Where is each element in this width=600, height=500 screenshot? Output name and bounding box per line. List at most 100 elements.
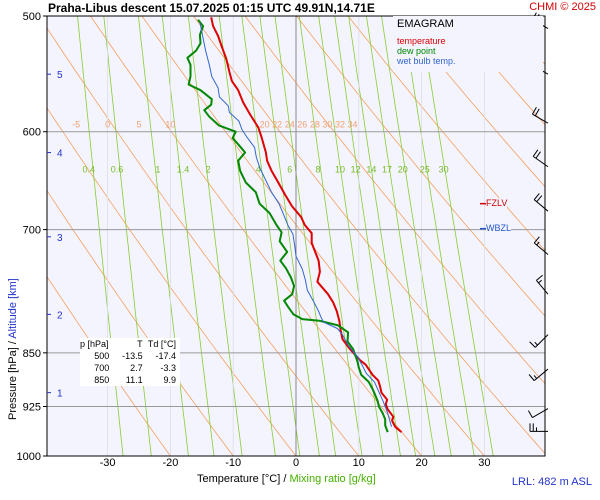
x-tick-label: -30 bbox=[100, 457, 116, 469]
sounding-table: p [hPa] T Td [°C] 500 -13.5 -17.4 700 2.… bbox=[80, 338, 180, 386]
mixing-ratio-line bbox=[241, 16, 301, 456]
legend-dew-point: dew point bbox=[397, 46, 436, 56]
wind-barb-flag bbox=[533, 375, 538, 379]
lrl-footer: LRL: 482 m ASL bbox=[511, 476, 592, 488]
chart-title: Praha-Libus descent 15.07.2025 01:15 UTC… bbox=[48, 1, 375, 15]
legend-temperature: temperature bbox=[397, 36, 446, 46]
wind-barb-flag bbox=[532, 149, 539, 157]
mixing-ratio-label: 25 bbox=[420, 165, 430, 175]
adiabat-label: 10 bbox=[165, 120, 175, 130]
mixing-ratio-line bbox=[259, 16, 320, 456]
wind-barb-staff bbox=[536, 280, 549, 295]
adiabat-label: 5 bbox=[136, 120, 141, 130]
mixing-ratio-line bbox=[348, 16, 416, 456]
altitude-tick-label: 3 bbox=[57, 233, 63, 244]
wind-barb-staff bbox=[533, 368, 549, 382]
dry-adiabat bbox=[193, 16, 545, 455]
wind-barb bbox=[529, 423, 548, 432]
wind-barb bbox=[531, 107, 549, 124]
dry-adiabat bbox=[296, 16, 545, 317]
mixing-ratio-label: 30 bbox=[439, 165, 449, 175]
table-cell: -13.5 bbox=[122, 351, 143, 361]
wind-barb-flag bbox=[535, 151, 541, 159]
wind-barb-staff bbox=[532, 408, 549, 418]
temperature-curve bbox=[210, 17, 403, 433]
mixing-ratio-line bbox=[419, 16, 494, 456]
y-tick-label: 700 bbox=[23, 225, 41, 237]
legend-wet-bulb: wet bulb temp. bbox=[397, 56, 456, 66]
table-cell: 700 bbox=[94, 363, 110, 373]
dry-adiabat bbox=[47, 27, 360, 456]
wind-barb-flag bbox=[536, 195, 543, 203]
wind-barb-flag bbox=[533, 193, 540, 200]
mixing-ratio-line bbox=[77, 16, 124, 456]
mixing-ratio-line bbox=[161, 16, 215, 456]
wind-barb-flag bbox=[529, 341, 536, 348]
dry-adiabat bbox=[141, 16, 485, 456]
wind-barb bbox=[536, 274, 549, 295]
altitude-tick-label: 1 bbox=[57, 389, 63, 400]
legend-title: EMAGRAM bbox=[397, 18, 454, 30]
y-axis-label-pressure: Pressure [hPa] / bbox=[7, 341, 19, 420]
mixing-ratio-label: 0.6 bbox=[111, 165, 124, 175]
adiabat-label: -5 bbox=[72, 120, 80, 130]
dry-adiabat bbox=[47, 275, 171, 456]
wet-bulb-curve bbox=[199, 22, 392, 427]
mixing-ratio-line bbox=[274, 16, 337, 456]
table-cell: 500 bbox=[94, 351, 110, 361]
mixing-ratio-label: 12 bbox=[351, 165, 361, 175]
mixing-ratio-line bbox=[187, 16, 243, 456]
mixing-ratio-line bbox=[103, 16, 152, 456]
table-cell: -17.4 bbox=[155, 351, 176, 361]
mixing-ratio-label: 1.4 bbox=[177, 165, 190, 175]
wind-barb bbox=[533, 236, 549, 255]
altitude-tick-label: 2 bbox=[57, 310, 63, 321]
wind-barb-staff bbox=[534, 334, 549, 348]
wind-barb bbox=[528, 368, 549, 382]
grid-layer bbox=[47, 16, 545, 456]
mixing-ratio-label: 6 bbox=[287, 165, 292, 175]
dry-adiabat bbox=[347, 16, 545, 252]
dry-adiabat bbox=[90, 16, 422, 456]
table-cell: 9.9 bbox=[163, 375, 176, 385]
mixing-ratio-label: 2 bbox=[206, 165, 211, 175]
x-tick-label: 30 bbox=[478, 457, 490, 469]
mixing-ratio-line bbox=[402, 16, 475, 456]
adiabat-label: 22 bbox=[272, 120, 282, 130]
y-axis-label-altitude: Altitude [km] bbox=[7, 278, 19, 339]
table-cell: -3.3 bbox=[160, 363, 176, 373]
table-row: 850 11.1 9.9 bbox=[80, 374, 180, 386]
mixing-ratio-label: 0.4 bbox=[83, 165, 96, 175]
y-tick-label: 850 bbox=[23, 348, 41, 360]
table-header-cell: Td [°C] bbox=[147, 339, 176, 349]
legend: EMAGRAM temperature dew point wet bulb t… bbox=[393, 16, 543, 72]
mixing-ratio-line bbox=[138, 16, 189, 456]
x-axis-label-mixing: Mixing ratio [g/kg] bbox=[289, 473, 376, 485]
wind-barb-flag bbox=[534, 108, 540, 117]
x-tick-label: -10 bbox=[225, 457, 241, 469]
x-axis-label: Temperature [°C] / Mixing ratio [g/kg] bbox=[197, 473, 376, 485]
dry-adiabat bbox=[47, 189, 234, 456]
wind-barb-flag bbox=[538, 279, 542, 284]
wind-barb-flag bbox=[528, 374, 535, 381]
y-axis-label: Pressure [hPa] / Altitude [km] bbox=[7, 278, 19, 420]
adiabat-label: 20 bbox=[260, 120, 270, 130]
wind-barb bbox=[532, 149, 549, 168]
wind-barb bbox=[527, 408, 549, 418]
adiabat-label: 30 bbox=[322, 120, 332, 130]
y-tick-label: 1000 bbox=[17, 451, 41, 463]
x-tick-label: 10 bbox=[353, 457, 365, 469]
wind-barb-flag bbox=[527, 410, 533, 418]
mixing-ratio-line bbox=[366, 16, 436, 456]
table-header: p [hPa] T Td [°C] bbox=[80, 338, 180, 350]
adiabat-label: 34 bbox=[348, 120, 358, 130]
x-axis-label-temperature: Temperature [°C] / bbox=[197, 473, 287, 485]
wind-barb-flag bbox=[536, 274, 543, 281]
plot-frame bbox=[46, 15, 546, 457]
wind-barb-flag bbox=[533, 236, 540, 244]
y-tick-label: 500 bbox=[23, 11, 41, 23]
chmi-credit: CHMI © 2025 bbox=[529, 1, 596, 13]
wind-barb-staff bbox=[532, 155, 549, 168]
wbzl-label: WBZL bbox=[486, 222, 512, 233]
